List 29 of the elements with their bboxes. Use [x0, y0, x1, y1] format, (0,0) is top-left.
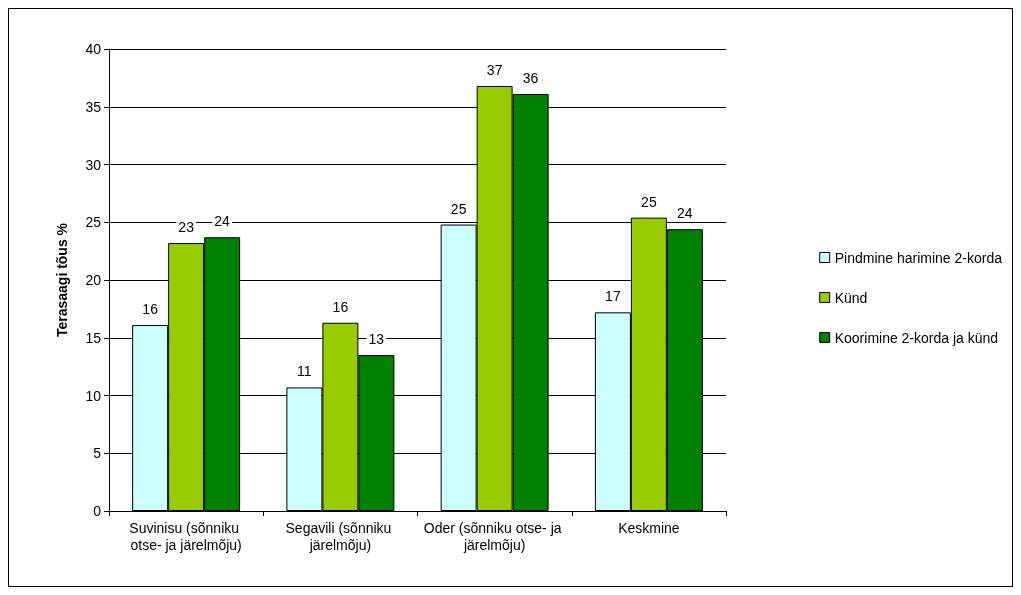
x-tick-label: Keskmine — [618, 519, 680, 536]
x-tick-label: Segavili (sõnniku järelmõju) — [285, 519, 396, 553]
data-label: 16 — [142, 301, 159, 318]
data-label: 24 — [677, 205, 693, 222]
y-tick-label: 0 — [93, 503, 102, 519]
x-tick-label: Oder (sõnniku otse- ja järelmõju) — [423, 519, 566, 553]
y-tick-label: 40 — [85, 41, 102, 57]
data-label: 36 — [522, 70, 539, 87]
y-tick-label: 35 — [85, 98, 102, 115]
y-tick-label: 10 — [85, 387, 102, 404]
data-label: 25 — [641, 193, 657, 210]
y-axis-title: Terasaagi tõus % — [54, 222, 70, 338]
data-label: 25 — [450, 200, 467, 217]
data-label: 13 — [368, 331, 385, 348]
y-tick-label: 5 — [93, 445, 102, 462]
legend-label: Pindmine harimine 2-korda — [834, 249, 1003, 266]
data-label: 17 — [605, 288, 621, 305]
legend-label: Künd — [834, 289, 868, 306]
x-tick-label: Suvinisu (sõnniku otse- ja järelmõju) — [129, 519, 243, 553]
y-tick-label: 30 — [85, 156, 102, 173]
data-label: 16 — [332, 298, 349, 315]
y-tick-label: 25 — [85, 214, 102, 231]
y-tick-label: 15 — [85, 329, 102, 346]
data-label: 11 — [297, 363, 312, 380]
data-label: 24 — [214, 213, 231, 230]
data-label: 23 — [178, 219, 195, 236]
data-label: 37 — [486, 61, 503, 78]
legend-label: Koorimine 2-korda ja künd — [834, 329, 999, 346]
y-tick-label: 20 — [85, 272, 102, 288]
